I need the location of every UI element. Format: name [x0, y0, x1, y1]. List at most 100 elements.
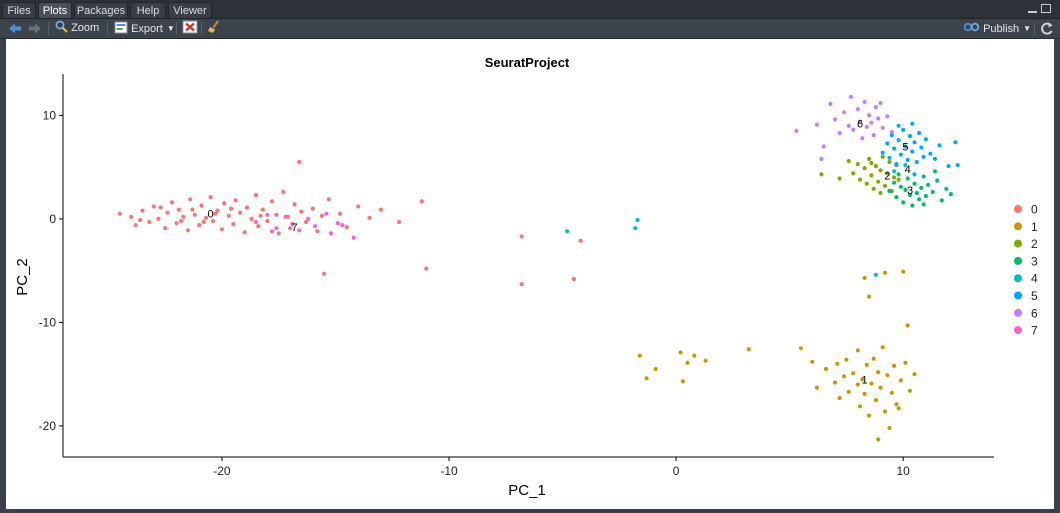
publish-button[interactable]: Publish ▼ — [963, 20, 1031, 37]
data-point-cluster-0 — [265, 218, 270, 224]
data-point-cluster-2 — [882, 183, 888, 188]
minimize-icon[interactable] — [1028, 11, 1037, 13]
refresh-button[interactable] — [1040, 20, 1054, 37]
data-point-cluster-5 — [917, 130, 922, 136]
data-point-cluster-0 — [292, 202, 297, 207]
data-point-cluster-0 — [158, 205, 163, 210]
data-point-cluster-0 — [397, 219, 402, 225]
data-point-cluster-3 — [912, 181, 917, 186]
data-point-cluster-3 — [887, 188, 892, 194]
points-layer — [117, 94, 960, 442]
cluster-label: 7 — [292, 222, 298, 234]
data-point-cluster-0 — [181, 214, 186, 219]
data-point-cluster-6 — [862, 99, 867, 104]
data-point-cluster-0 — [319, 213, 324, 218]
tab-files[interactable]: Files — [2, 2, 36, 18]
tab-help[interactable]: Help — [130, 2, 166, 18]
data-point-cluster-6 — [876, 116, 881, 121]
back-arrow-icon[interactable] — [8, 20, 22, 37]
data-point-cluster-6 — [819, 156, 824, 161]
zoom-button[interactable]: Zoom — [55, 20, 99, 37]
data-point-cluster-5 — [921, 154, 926, 159]
data-point-cluster-3 — [935, 178, 940, 183]
data-point-cluster-5 — [885, 141, 890, 146]
data-point-cluster-1 — [823, 366, 829, 372]
data-point-cluster-0 — [367, 215, 372, 220]
legend-label: 7 — [1031, 324, 1038, 338]
maximize-icon[interactable] — [1041, 4, 1051, 13]
data-point-cluster-0 — [117, 211, 122, 216]
legend-key-5 — [1014, 291, 1022, 300]
data-point-cluster-6 — [873, 105, 879, 110]
data-point-cluster-0 — [213, 211, 218, 216]
data-point-cluster-3 — [923, 194, 929, 199]
data-point-cluster-1 — [907, 388, 913, 393]
data-point-cluster-0 — [276, 231, 281, 236]
data-point-cluster-3 — [919, 185, 924, 190]
data-point-cluster-0 — [140, 208, 145, 213]
data-point-cluster-1 — [873, 398, 879, 403]
export-button[interactable]: Export ▼ — [114, 20, 175, 37]
data-point-cluster-0 — [269, 199, 274, 204]
data-point-cluster-6 — [860, 136, 865, 141]
data-point-cluster-7 — [253, 219, 259, 225]
data-point-cluster-0 — [185, 228, 190, 233]
legend-key-4 — [1014, 274, 1022, 283]
data-point-cluster-7 — [265, 212, 270, 217]
data-point-cluster-1 — [864, 362, 869, 367]
legend-label: 3 — [1031, 254, 1038, 268]
cluster-label: 2 — [884, 170, 890, 182]
data-point-cluster-1 — [869, 381, 874, 386]
data-point-cluster-4 — [633, 226, 638, 231]
data-point-cluster-1 — [685, 360, 690, 365]
data-point-cluster-1 — [867, 294, 872, 299]
data-point-cluster-2 — [876, 179, 881, 184]
refresh-icon — [1041, 22, 1053, 35]
data-point-cluster-7 — [324, 211, 329, 216]
data-point-cluster-1 — [885, 373, 890, 378]
data-point-cluster-1 — [857, 404, 863, 409]
data-point-cluster-5 — [880, 150, 885, 155]
tab-packages[interactable]: Packages — [74, 2, 128, 18]
data-point-cluster-0 — [179, 218, 184, 224]
data-point-cluster-6 — [864, 124, 869, 129]
data-point-cluster-6 — [869, 120, 874, 125]
tab-viewer[interactable]: Viewer — [168, 2, 212, 18]
data-point-cluster-1 — [867, 413, 872, 418]
data-point-cluster-6 — [837, 130, 842, 136]
data-point-cluster-1 — [832, 380, 838, 385]
data-point-cluster-2 — [869, 173, 874, 178]
data-point-cluster-0 — [129, 214, 134, 219]
data-point-cluster-1 — [644, 376, 649, 381]
remove-plot-button[interactable] — [182, 20, 198, 37]
data-point-cluster-2 — [878, 190, 883, 196]
data-point-cluster-2 — [851, 171, 856, 176]
data-point-cluster-1 — [746, 347, 751, 352]
data-point-cluster-1 — [892, 363, 897, 368]
data-point-cluster-0 — [238, 210, 243, 215]
data-point-cluster-5 — [896, 123, 901, 128]
data-point-cluster-0 — [326, 197, 331, 202]
data-point-cluster-3 — [914, 190, 919, 196]
tab-plots[interactable]: Plots — [38, 2, 72, 18]
data-point-cluster-6 — [885, 114, 890, 119]
data-point-cluster-1 — [703, 358, 708, 363]
data-point-cluster-3 — [944, 186, 949, 191]
data-point-cluster-1 — [878, 385, 883, 390]
data-point-cluster-7 — [335, 221, 340, 226]
legend-label: 1 — [1031, 220, 1038, 234]
data-point-cluster-2 — [855, 162, 860, 167]
data-point-cluster-2 — [880, 154, 885, 159]
data-point-cluster-0 — [242, 230, 247, 235]
data-point-cluster-1 — [692, 353, 697, 358]
data-point-cluster-1 — [844, 357, 849, 362]
clear-all-plots-button[interactable] — [207, 20, 221, 37]
cluster-label: 5 — [902, 142, 908, 154]
x-tick-label: 0 — [673, 464, 680, 478]
data-point-cluster-1 — [846, 389, 851, 394]
data-point-cluster-3 — [921, 202, 926, 207]
data-point-cluster-0 — [274, 212, 279, 217]
forward-arrow-icon[interactable] — [28, 20, 42, 37]
y-axis-label: PC_2 — [14, 258, 31, 296]
